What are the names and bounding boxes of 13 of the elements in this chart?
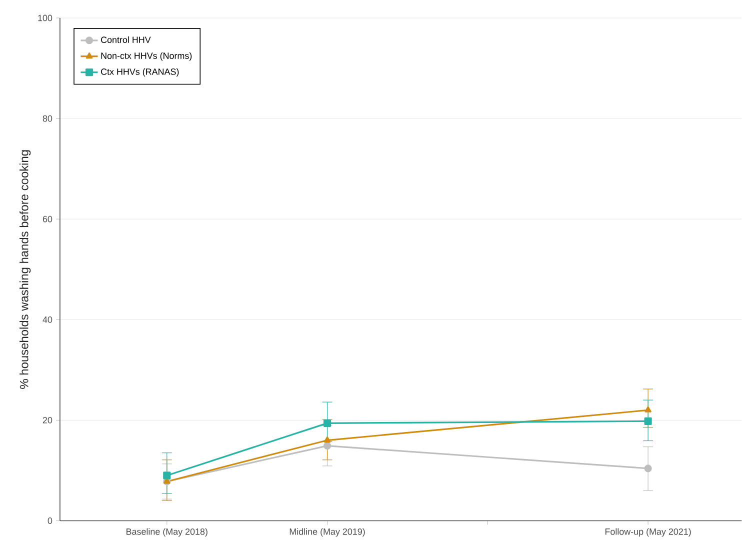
legend-label: Ctx HHVs (RANAS): [101, 68, 179, 77]
x-tick-label: Baseline (May 2018): [126, 528, 208, 537]
y-axis-title: % households washing hands before cooking: [20, 150, 31, 389]
y-tick-label: 60: [42, 216, 52, 222]
y-tick-label: 20: [42, 417, 52, 424]
x-tick-label: Midline (May 2019): [290, 528, 365, 537]
y-tick-label: 80: [42, 115, 52, 122]
x-tick-label: Follow-up (May 2021): [605, 528, 691, 537]
y-tick-label: 0: [48, 518, 52, 524]
legend-label: Control HHV: [101, 36, 151, 44]
y-tick-label: 40: [42, 316, 52, 323]
legend-label: Non-ctx HHVs (Norms): [101, 52, 192, 61]
y-tick-label: 100: [38, 14, 52, 22]
